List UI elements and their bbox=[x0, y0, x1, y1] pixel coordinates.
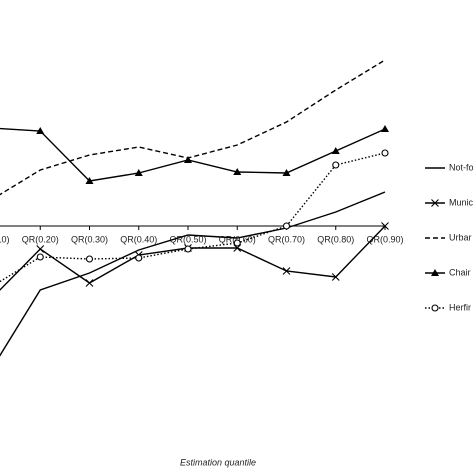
point-marker bbox=[331, 147, 340, 154]
x-tick-label: QR(0.50) bbox=[169, 234, 206, 244]
series-line bbox=[0, 59, 386, 196]
point-marker bbox=[36, 127, 45, 134]
series-line bbox=[0, 127, 386, 182]
point-marker bbox=[36, 245, 45, 253]
point-marker bbox=[381, 149, 389, 157]
point-marker bbox=[85, 255, 94, 263]
point-marker bbox=[381, 125, 389, 132]
x-tick-label: QR(0.20) bbox=[22, 234, 59, 244]
x-tick-label: QR(0.80) bbox=[317, 234, 354, 244]
point-marker bbox=[184, 245, 192, 253]
x-tick-label: QR(0.40) bbox=[120, 234, 157, 244]
point-marker bbox=[184, 156, 192, 163]
legend-marker bbox=[431, 304, 439, 312]
x-tick-label: QR(0.90) bbox=[366, 234, 403, 244]
point-marker bbox=[332, 161, 340, 169]
point-marker bbox=[282, 169, 291, 176]
x-tick-label: QR(0.10) bbox=[0, 234, 10, 244]
point-marker bbox=[134, 169, 143, 176]
legend-label: Munic bbox=[449, 197, 474, 207]
x-tick-label: QR(0.30) bbox=[71, 234, 108, 244]
legend-label: Herfir bbox=[449, 302, 471, 312]
point-marker bbox=[282, 267, 291, 275]
point-marker bbox=[233, 168, 242, 175]
legend-label: Urbar bbox=[449, 232, 472, 242]
point-marker bbox=[381, 222, 389, 230]
point-marker bbox=[233, 239, 241, 247]
legend-label: Chair bbox=[449, 267, 471, 277]
legend-marker bbox=[431, 199, 439, 207]
x-axis-label: Estimation quantile bbox=[180, 457, 256, 467]
point-marker bbox=[135, 254, 143, 262]
legend-marker bbox=[431, 269, 439, 276]
x-tick-label: QR(0.70) bbox=[268, 234, 305, 244]
point-marker bbox=[282, 222, 291, 230]
legend-label: Not-fo bbox=[449, 162, 474, 172]
series-line bbox=[0, 191, 386, 357]
point-marker bbox=[331, 273, 340, 281]
series-line bbox=[0, 152, 386, 283]
point-marker bbox=[85, 279, 94, 287]
point-marker bbox=[36, 253, 44, 261]
x-tick-label: QR(0.60) bbox=[219, 234, 256, 244]
point-marker bbox=[85, 177, 94, 184]
